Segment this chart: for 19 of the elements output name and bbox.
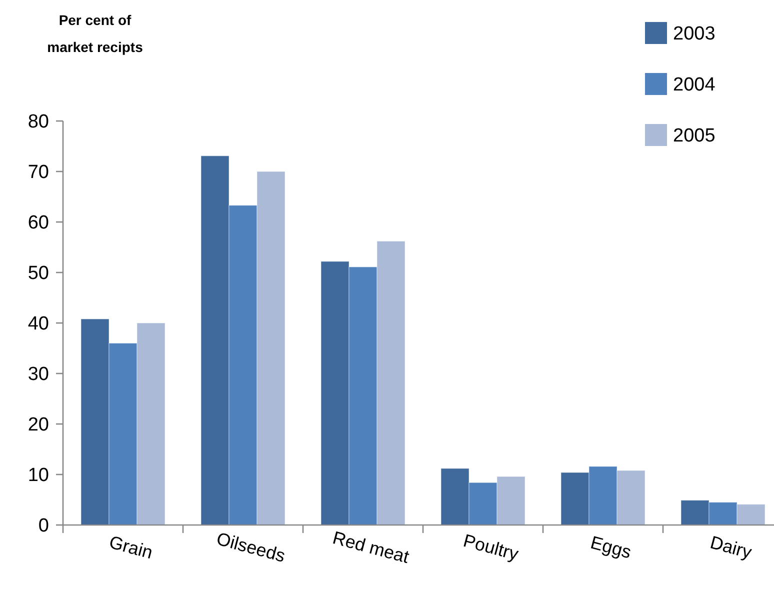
x-tick-label: Eggs bbox=[588, 532, 634, 562]
y-tick-label: 80 bbox=[28, 112, 49, 133]
y-tick-label: 10 bbox=[28, 465, 49, 486]
legend-label: 2005 bbox=[673, 126, 716, 147]
y-axis-title: Per cent of market recipts bbox=[47, 12, 144, 55]
y-tick-label: 30 bbox=[28, 364, 49, 386]
y-tick-label: 70 bbox=[28, 162, 49, 184]
legend-label: 2003 bbox=[673, 24, 716, 45]
y-tick-label: 60 bbox=[28, 212, 49, 234]
y-tick-label: 50 bbox=[28, 263, 49, 284]
x-tick-label: Oilseeds bbox=[214, 528, 288, 566]
y-tick-label: 20 bbox=[28, 414, 49, 436]
y-tick-label: 0 bbox=[38, 516, 49, 537]
x-tick-label: Red meat bbox=[330, 528, 412, 568]
x-tick-label: Dairy bbox=[708, 532, 754, 562]
x-tick-label: Poultry bbox=[461, 530, 521, 564]
y-tick-label: 40 bbox=[28, 314, 49, 335]
x-tick-label: Grain bbox=[107, 532, 155, 563]
legend-label: 2004 bbox=[673, 74, 716, 96]
